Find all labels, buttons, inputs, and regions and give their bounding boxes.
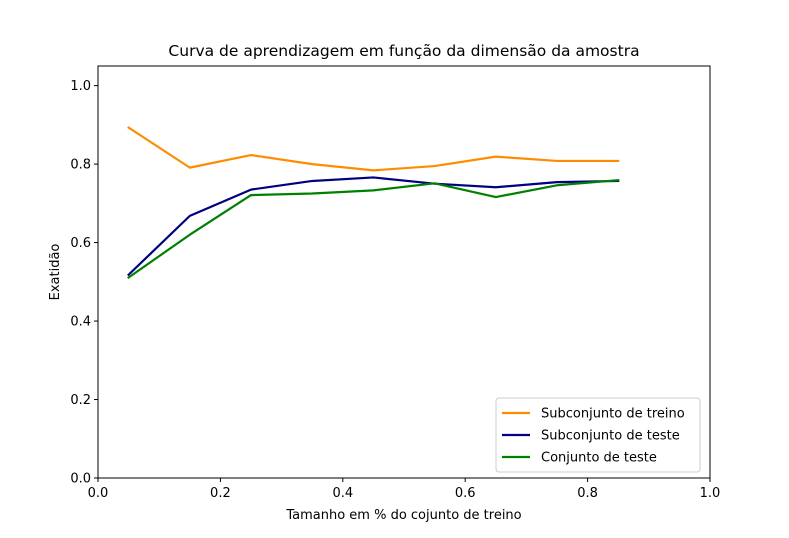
- x-tick-label: 0.8: [577, 486, 598, 501]
- y-tick-label: 0.2: [70, 393, 91, 408]
- y-tick-label: 1.0: [70, 79, 91, 94]
- series-line-1: [127, 176, 620, 277]
- legend-label-2: Conjunto de teste: [541, 451, 657, 466]
- y-tick-label: 0.4: [70, 315, 91, 330]
- y-axis-label: Exatidão: [48, 244, 63, 301]
- y-tick-label: 0.0: [70, 472, 91, 487]
- series-line-2: [127, 178, 620, 280]
- legend-label-0: Subconjunto de treino: [541, 407, 685, 422]
- legend-label-1: Subconjunto de teste: [541, 429, 680, 444]
- series-line-0: [127, 126, 620, 172]
- x-axis: 0.0 0.2 0.4 0.6 0.8 1.0: [88, 478, 721, 501]
- legend-box: [495, 397, 701, 473]
- plot-area: [127, 126, 620, 280]
- legend: Subconjunto de treino Subconjunto de test…: [495, 397, 701, 473]
- plot-frame: [97, 65, 711, 479]
- x-tick-label: 0.4: [332, 486, 353, 501]
- x-tick-label: 0.0: [88, 486, 109, 501]
- x-tick-label: 0.2: [210, 486, 231, 501]
- x-tick-label: 1.0: [700, 486, 721, 501]
- y-tick-label: 0.8: [70, 158, 91, 173]
- chart-title: Curva de aprendizagem em função da dimen…: [168, 42, 639, 60]
- x-tick-label: 0.6: [455, 486, 476, 501]
- y-axis: 0.0 0.2 0.4 0.6 0.8 1.0: [70, 79, 98, 487]
- x-axis-label: Tamanho em % do cojunto de treino: [285, 508, 521, 523]
- y-tick-label: 0.6: [70, 236, 91, 251]
